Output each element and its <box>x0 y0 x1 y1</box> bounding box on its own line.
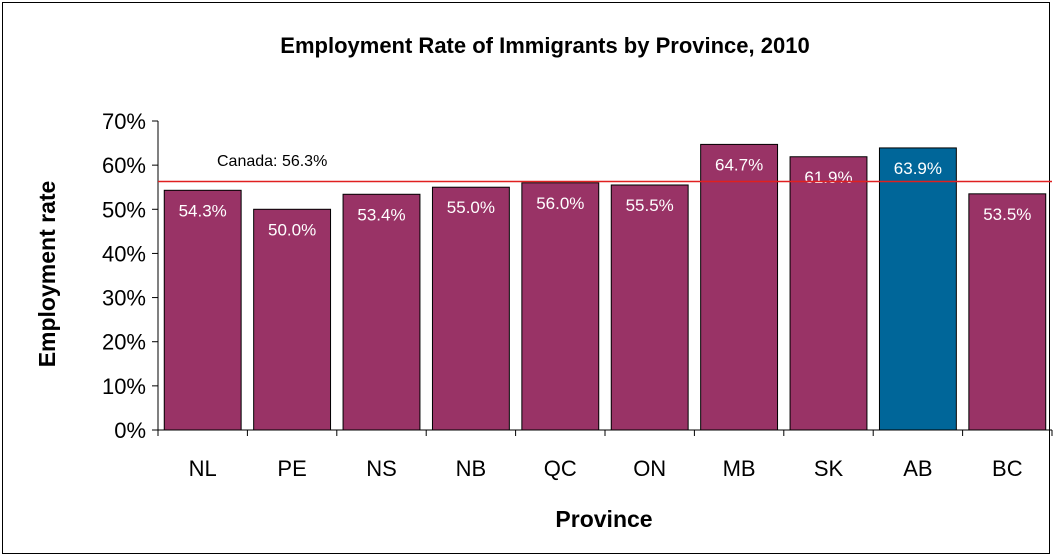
y-tick-label: 50% <box>102 197 146 222</box>
x-tick-label-bc: BC <box>992 456 1023 481</box>
x-tick-label-ns: NS <box>366 456 397 481</box>
bar-bc <box>968 193 1047 431</box>
data-label-nb: 55.0% <box>447 198 495 217</box>
bar-on <box>610 184 689 431</box>
y-tick-label: 40% <box>102 241 146 266</box>
data-label-qc: 56.0% <box>536 194 584 213</box>
data-label-mb: 64.7% <box>715 155 763 174</box>
x-tick-label-ab: AB <box>903 456 932 481</box>
canada-reference-label: Canada: 56.3% <box>217 153 327 170</box>
bar-ns <box>342 193 421 431</box>
x-axis-title: Province <box>555 506 652 532</box>
y-tick-label: 70% <box>102 109 146 134</box>
bar-mb <box>700 143 779 431</box>
x-tick-label-qc: QC <box>544 456 577 481</box>
x-axis-ticks: NL PE NS NB QC ON MB SK AB BC <box>157 430 1053 481</box>
bars <box>163 143 1047 431</box>
bar-ab <box>878 147 957 431</box>
data-label-ns: 53.4% <box>357 205 405 224</box>
y-tick-label: 60% <box>102 153 146 178</box>
chart-title: Employment Rate of Immigrants by Provinc… <box>280 33 809 58</box>
y-tick-label: 0% <box>114 418 146 443</box>
bar-sk <box>789 156 868 431</box>
bar-nb <box>431 186 510 431</box>
x-tick-label-nb: NB <box>456 456 487 481</box>
x-tick-label-sk: SK <box>814 456 844 481</box>
data-label-bc: 53.5% <box>983 205 1031 224</box>
data-label-ab: 63.9% <box>894 159 942 178</box>
data-label-pe: 50.0% <box>268 220 316 239</box>
data-labels: 54.3% 50.0% 53.4% 55.0% 56.0% 55.5% 64.7% 61.9%… <box>179 155 1032 239</box>
data-label-on: 55.5% <box>626 196 674 215</box>
y-tick-label: 20% <box>102 330 146 355</box>
bar-pe <box>253 208 332 431</box>
y-axis-title: Employment rate <box>34 181 60 368</box>
x-tick-label-nl: NL <box>189 456 217 481</box>
data-label-sk: 61.9% <box>804 168 852 187</box>
data-label-nl: 54.3% <box>179 201 227 220</box>
bar-qc <box>521 182 600 431</box>
bar-nl <box>163 189 242 431</box>
x-tick-label-pe: PE <box>277 456 306 481</box>
x-tick-label-mb: MB <box>723 456 756 481</box>
y-tick-label: 10% <box>102 374 146 399</box>
x-tick-label-on: ON <box>633 456 666 481</box>
y-axis-ticks: 0% 10% 20% 30% 40% 50% 60% 70% <box>102 109 158 443</box>
y-tick-label: 30% <box>102 286 146 311</box>
